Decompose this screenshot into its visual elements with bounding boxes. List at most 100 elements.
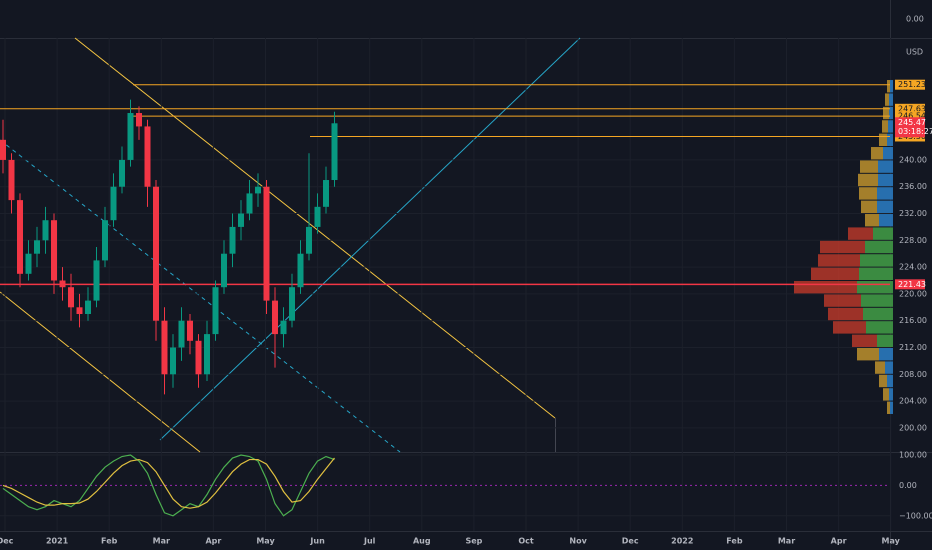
- profile-buy: [879, 214, 893, 227]
- candle-body: [127, 113, 134, 160]
- profile-sell: [848, 227, 873, 240]
- x-tick-label: Feb: [726, 537, 743, 546]
- candle-body: [102, 220, 108, 261]
- support-tag: [895, 279, 925, 290]
- candle-body: [34, 240, 40, 254]
- last-price-label: 245.47: [898, 118, 926, 127]
- candle-body: [238, 213, 244, 227]
- candle-body: [195, 340, 202, 375]
- candle-body: [42, 220, 49, 241]
- candle-body: [221, 253, 227, 288]
- profile-buy: [889, 106, 893, 120]
- profile-buy: [885, 361, 893, 374]
- profile-buy: [857, 281, 893, 294]
- y-tick-label: 200.00: [899, 423, 927, 432]
- profile-sell: [824, 294, 861, 307]
- top-pane-tick: 0.00: [906, 15, 924, 24]
- last-price-tag: [895, 117, 925, 138]
- candle-body: [68, 287, 74, 308]
- y-tick-label: 232.00: [899, 209, 927, 218]
- profile-buy: [863, 307, 893, 321]
- candle-body: [85, 300, 91, 314]
- profile-buy: [878, 160, 893, 173]
- candle-body: [161, 320, 168, 375]
- profile-buy: [877, 187, 893, 200]
- candle-body: [229, 226, 236, 254]
- candle-body: [17, 200, 23, 274]
- profile-sell: [858, 173, 878, 187]
- profile-buy: [859, 267, 893, 281]
- x-tick-label: Apr: [205, 537, 221, 546]
- profile-buy: [890, 80, 893, 93]
- x-tick-label: 2022: [671, 537, 693, 546]
- candle-body: [306, 226, 312, 254]
- profile-sell: [861, 200, 877, 214]
- currency: USD: [906, 48, 923, 57]
- x-tick-label: Dec: [622, 537, 639, 546]
- level-tag: [895, 111, 925, 122]
- candle-body: [314, 206, 321, 227]
- x-tick-label: 2021: [46, 537, 69, 546]
- osc-line: [2, 454, 335, 517]
- profile-buy: [861, 294, 893, 307]
- candle-body: [255, 186, 261, 194]
- profile-sell: [885, 93, 889, 106]
- y-tick-label: 228.00: [899, 236, 927, 245]
- profile-sell: [857, 347, 879, 361]
- profile-buy: [879, 347, 893, 361]
- candle-body: [170, 347, 176, 375]
- y-tick-label: 212.00: [899, 343, 927, 352]
- profile-sell: [859, 187, 877, 200]
- profile-sell: [828, 307, 863, 321]
- profile-buy: [889, 388, 893, 401]
- y-tick-label: 224.00: [899, 263, 927, 272]
- x-tick-label: Sep: [465, 537, 482, 546]
- profile-buy: [873, 227, 893, 240]
- candle-body: [212, 287, 219, 335]
- candle-body: [297, 253, 304, 288]
- candle-body: [119, 159, 125, 187]
- x-tick-label: Jul: [363, 537, 376, 546]
- profile-sell: [875, 361, 885, 374]
- y-tick-label: 208.00: [899, 370, 927, 379]
- profile-sell: [887, 80, 890, 93]
- candle-body: [51, 220, 57, 281]
- candle-body: [93, 260, 100, 301]
- profile-buy: [877, 200, 893, 214]
- profile-sell: [883, 388, 889, 401]
- candle-body: [110, 186, 117, 221]
- x-tick-label: Nov: [569, 537, 587, 546]
- countdown: 03:18:27: [898, 127, 932, 136]
- profile-sell: [811, 267, 859, 281]
- profile-buy: [877, 334, 893, 347]
- profile-sell: [882, 120, 888, 133]
- trendline: [74, 37, 556, 419]
- profile-buy: [888, 120, 893, 133]
- profile-sell: [833, 321, 866, 334]
- profile-sell: [883, 106, 889, 120]
- x-tick-label: Feb: [101, 537, 118, 546]
- osc-tick-label: −100.00: [899, 511, 932, 520]
- profile-sell: [820, 240, 865, 254]
- y-tick-label: 240.00: [899, 155, 927, 164]
- candle-body: [153, 186, 159, 321]
- profile-buy: [883, 147, 893, 160]
- profile-buy: [860, 254, 893, 267]
- y-tick-label: 236.00: [899, 182, 927, 191]
- candle-body: [144, 126, 151, 187]
- osc-tick-label: 0.00: [899, 481, 917, 490]
- x-tick-label: Jun: [309, 537, 325, 546]
- candle-body: [59, 280, 66, 288]
- candle-body: [25, 253, 32, 274]
- x-tick-label: Apr: [831, 537, 847, 546]
- candle-body: [204, 334, 210, 375]
- y-tick-label: 216.00: [899, 316, 927, 325]
- profile-sell: [794, 281, 857, 294]
- candle-body: [8, 159, 15, 201]
- candle-body: [280, 320, 287, 335]
- candle-body: [246, 193, 253, 214]
- level-tag: [895, 79, 925, 90]
- candle-body: [263, 186, 270, 301]
- profile-buy: [890, 401, 893, 414]
